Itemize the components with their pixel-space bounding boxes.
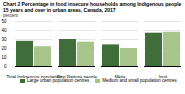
svg-text:Métis: Métis — [115, 75, 127, 78]
html-text:Large urban population centres: Large urban population centres — [27, 78, 90, 83]
svg-text:First Nations people: First Nations people — [57, 75, 98, 78]
svg-text:10: 10 — [1, 55, 7, 60]
html-text:percent: percent — [3, 13, 18, 18]
svg-text:50: 50 — [1, 19, 7, 24]
svg-text:20: 20 — [1, 46, 7, 51]
svg-text:0: 0 — [4, 64, 7, 69]
svg-text:Total Indigenous population: Total Indigenous population — [7, 75, 62, 78]
svg-text:Inuit: Inuit — [159, 75, 168, 78]
svg-text:30: 30 — [1, 37, 7, 42]
html-text:Chart 2 Percentage in food ins: Chart 2 Percentage in food insecure hous… — [3, 1, 182, 13]
svg-text:40: 40 — [1, 28, 7, 33]
html-text:Medium and small population ce: Medium and small population centres — [102, 78, 177, 83]
